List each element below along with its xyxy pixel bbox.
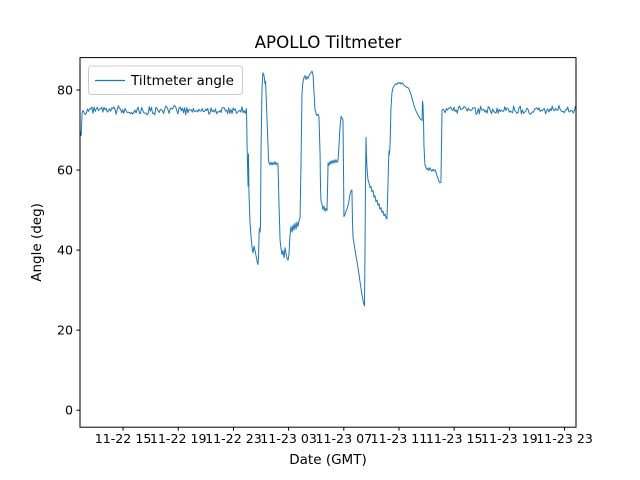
y-tick-label: 20 — [57, 323, 73, 338]
legend: Tiltmeter angle — [88, 65, 243, 95]
x-tick-label: 11-23 15 — [426, 431, 483, 446]
x-tick-label: 11-23 23 — [536, 431, 593, 446]
y-tick-label: 60 — [57, 162, 73, 177]
x-tick-label: 11-23 11 — [371, 431, 428, 446]
legend-label: Tiltmeter angle — [130, 73, 234, 89]
tiltmeter-angle-line — [80, 70, 576, 307]
x-tick-label: 11-23 19 — [481, 431, 538, 446]
x-tick-label: 11-22 15 — [95, 431, 152, 446]
y-tick-label: 0 — [65, 403, 73, 418]
y-axis: 0 20 40 60 80 — [57, 82, 80, 418]
x-tick-label: 11-22 19 — [150, 431, 207, 446]
y-tick-label: 40 — [57, 243, 73, 258]
x-tick-label: 11-23 03 — [260, 431, 317, 446]
y-tick-label: 80 — [57, 82, 73, 97]
x-tick-label: 11-22 23 — [205, 431, 262, 446]
axes-frame — [79, 57, 577, 428]
x-axis-label: Date (GMT) — [289, 452, 366, 468]
legend-box — [88, 65, 243, 95]
x-tick-label: 11-23 07 — [315, 431, 372, 446]
chart-title: APOLLO Tiltmeter — [255, 32, 402, 52]
y-axis-label: Angle (deg) — [29, 203, 45, 282]
